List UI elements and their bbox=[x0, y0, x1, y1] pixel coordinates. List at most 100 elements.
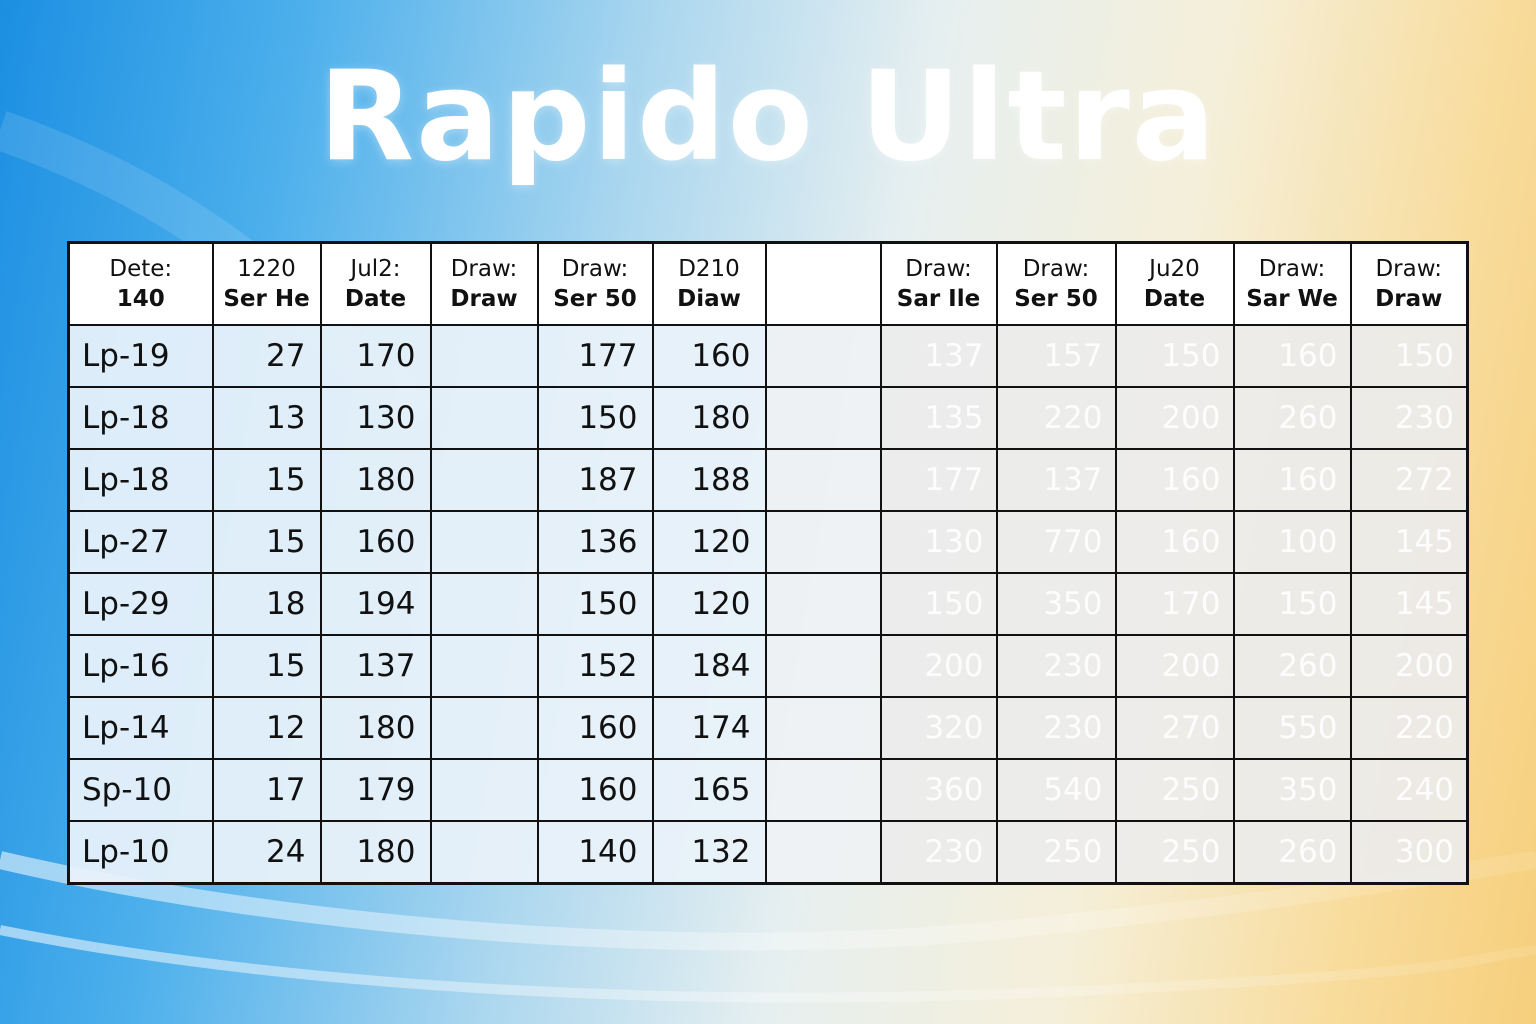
table-cell: 120 bbox=[651, 572, 767, 636]
table-cell: 140 bbox=[536, 820, 654, 885]
table-cell: 180 bbox=[319, 820, 432, 885]
table-cell: 160 bbox=[536, 758, 654, 822]
table-cell bbox=[764, 324, 882, 388]
table-cell: 174 bbox=[651, 696, 767, 760]
faded-cell: 250 bbox=[1114, 820, 1235, 885]
faded-cell: 300 bbox=[1349, 820, 1469, 885]
header-row: Dete: 140 1220 Ser He Jul2: Date Draw: Draw Draw… bbox=[67, 241, 1469, 326]
column-header-bottom: Ser 50 bbox=[553, 286, 637, 312]
table-cell: 187 bbox=[536, 448, 654, 512]
column-header: Jul2: Date bbox=[319, 241, 432, 326]
table-cell: 27 bbox=[211, 324, 322, 388]
table-cell: 15 bbox=[211, 510, 322, 574]
column-header: 1220 Ser He bbox=[211, 241, 322, 326]
table-cell bbox=[429, 696, 539, 760]
row-label: Sp-10 bbox=[67, 758, 214, 822]
faded-cell: 200 bbox=[1349, 634, 1469, 698]
table-row: Lp-19 27 170 177 160 137 157 150 160 150 bbox=[67, 324, 1469, 388]
faded-cell: 200 bbox=[1114, 386, 1235, 450]
table-cell: 132 bbox=[651, 820, 767, 885]
faded-cell: 220 bbox=[1349, 696, 1469, 760]
table-cell: 13 bbox=[211, 386, 322, 450]
faded-cell: 145 bbox=[1349, 572, 1469, 636]
faded-cell: 150 bbox=[1114, 324, 1235, 388]
table-cell: 150 bbox=[536, 572, 654, 636]
column-header-top: Draw: bbox=[1022, 256, 1090, 282]
table-cell bbox=[764, 448, 882, 512]
row-label: Lp-29 bbox=[67, 572, 214, 636]
faded-cell: 250 bbox=[1114, 758, 1235, 822]
column-header-top: Draw: bbox=[905, 256, 972, 282]
table-cell bbox=[429, 820, 539, 885]
faded-cell: 177 bbox=[879, 448, 998, 512]
table-body: Lp-19 27 170 177 160 137 157 150 160 150 Lp-18 13 13… bbox=[67, 324, 1469, 885]
table-cell: 194 bbox=[319, 572, 432, 636]
row-label: Lp-16 bbox=[67, 634, 214, 698]
column-header-bottom: Ser He bbox=[223, 286, 310, 312]
column-header: D210 Diaw bbox=[651, 241, 767, 326]
faded-cell: 200 bbox=[879, 634, 998, 698]
table-cell: 170 bbox=[319, 324, 432, 388]
column-header: Draw: Draw bbox=[429, 241, 539, 326]
table-cell: 188 bbox=[651, 448, 767, 512]
faded-cell: 350 bbox=[995, 572, 1117, 636]
table-cell: 160 bbox=[651, 324, 767, 388]
faded-cell: 160 bbox=[1232, 448, 1352, 512]
page-title: Rapido Ultra bbox=[318, 45, 1218, 189]
table-row: Sp-10 17 179 160 165 360 540 250 350 240 bbox=[67, 758, 1469, 822]
faded-cell: 270 bbox=[1114, 696, 1235, 760]
column-header-top: Ju20 bbox=[1149, 256, 1200, 282]
table-cell bbox=[429, 572, 539, 636]
faded-cell: 350 bbox=[1232, 758, 1352, 822]
table-cell bbox=[764, 758, 882, 822]
faded-cell: 250 bbox=[995, 820, 1117, 885]
column-header: Dete: 140 bbox=[67, 241, 214, 326]
table-cell: 179 bbox=[319, 758, 432, 822]
faded-cell: 170 bbox=[1114, 572, 1235, 636]
table-row: Lp-16 15 137 152 184 200 230 200 260 200 bbox=[67, 634, 1469, 698]
faded-cell: 260 bbox=[1232, 386, 1352, 450]
table-row: Lp-14 12 180 160 174 320 230 270 550 220 bbox=[67, 696, 1469, 760]
table-cell: 24 bbox=[211, 820, 322, 885]
faded-cell: 230 bbox=[1349, 386, 1469, 450]
table-cell: 180 bbox=[319, 448, 432, 512]
table-cell: 160 bbox=[536, 696, 654, 760]
faded-cell: 130 bbox=[879, 510, 998, 574]
table-cell: 184 bbox=[651, 634, 767, 698]
column-header bbox=[764, 241, 882, 326]
faded-cell: 200 bbox=[1114, 634, 1235, 698]
faded-cell: 150 bbox=[1232, 572, 1352, 636]
table-cell: 137 bbox=[319, 634, 432, 698]
faded-cell: 160 bbox=[1114, 448, 1235, 512]
table-cell bbox=[429, 634, 539, 698]
faded-cell: 272 bbox=[1349, 448, 1469, 512]
table-cell: 120 bbox=[651, 510, 767, 574]
table-cell: 12 bbox=[211, 696, 322, 760]
faded-cell: 230 bbox=[879, 820, 998, 885]
column-header-bottom: Date bbox=[1143, 286, 1206, 312]
table-cell: 160 bbox=[319, 510, 432, 574]
column-header-top: Draw: bbox=[450, 256, 518, 282]
table-cell bbox=[764, 386, 882, 450]
column-header: Draw: Sar We bbox=[1232, 241, 1352, 326]
table-row: Lp-18 15 180 187 188 177 137 160 160 272 bbox=[67, 448, 1469, 512]
faded-cell: 540 bbox=[995, 758, 1117, 822]
column-header-bottom: Draw bbox=[1375, 286, 1443, 312]
row-label: Lp-19 bbox=[67, 324, 214, 388]
column-header-top: Draw: bbox=[1375, 256, 1443, 282]
table-cell: 165 bbox=[651, 758, 767, 822]
table-cell bbox=[764, 510, 882, 574]
faded-cell: 150 bbox=[879, 572, 998, 636]
column-header: Draw: Ser 50 bbox=[536, 241, 654, 326]
column-header-top: Jul2: bbox=[350, 256, 401, 282]
table-cell bbox=[429, 448, 539, 512]
column-header-bottom: Ser 50 bbox=[1014, 286, 1098, 312]
column-header-top: Dete: bbox=[109, 256, 173, 282]
faded-cell: 770 bbox=[995, 510, 1117, 574]
faded-cell: 160 bbox=[1232, 324, 1352, 388]
faded-cell: 550 bbox=[1232, 696, 1352, 760]
faded-cell: 260 bbox=[1232, 634, 1352, 698]
table-cell: 17 bbox=[211, 758, 322, 822]
faded-cell: 240 bbox=[1349, 758, 1469, 822]
table-cell: 177 bbox=[536, 324, 654, 388]
